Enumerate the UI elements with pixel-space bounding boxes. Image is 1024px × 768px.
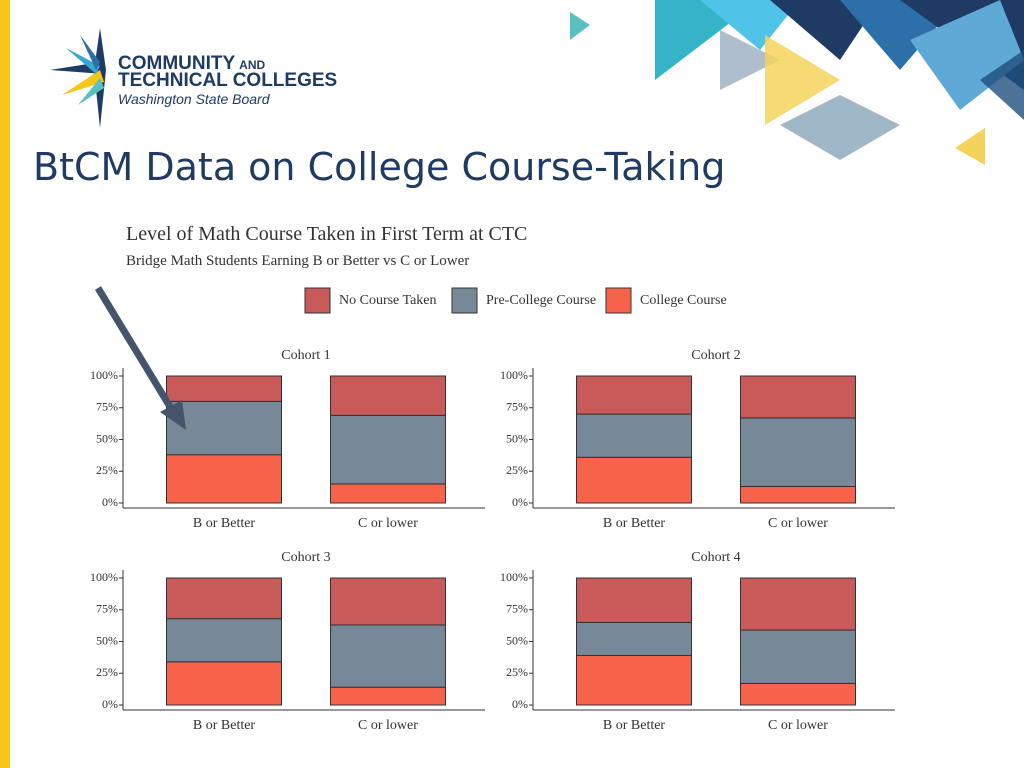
bar-segment <box>330 686 446 706</box>
side-stripe <box>0 0 10 768</box>
y-tick-label: 100% <box>500 570 528 584</box>
logo-text: AND <box>239 58 265 72</box>
logo: COMMUNITY AND TECHNICAL COLLEGES Washingt… <box>50 28 337 128</box>
bar-segment <box>330 624 446 688</box>
bar-segment <box>576 456 692 504</box>
legend-swatch <box>605 287 632 314</box>
y-tick-label: 25% <box>96 665 118 679</box>
panel-title: Cohort 2 <box>691 348 740 363</box>
y-tick-label: 100% <box>90 570 118 584</box>
bar-segment <box>166 375 282 402</box>
y-tick-label: 25% <box>96 463 118 477</box>
bar-segment <box>166 618 282 663</box>
bar-segment <box>330 375 446 416</box>
bar-segment <box>576 621 692 656</box>
logo-text: TECHNICAL COLLEGES <box>118 70 337 91</box>
x-tick-label: B or Better <box>603 516 666 531</box>
y-tick-label: 100% <box>500 368 528 382</box>
figure-subtitle: Bridge Math Students Earning B or Better… <box>126 253 469 269</box>
panel-title: Cohort 1 <box>281 348 330 363</box>
bar-segment <box>740 629 856 684</box>
legend: No Course Taken Pre-College Course College… <box>304 287 727 314</box>
y-tick-label: 0% <box>512 697 528 711</box>
x-tick-label: C or lower <box>358 718 418 733</box>
y-tick-label: 100% <box>90 368 118 382</box>
x-tick-label: B or Better <box>603 718 666 733</box>
y-tick-label: 75% <box>96 400 118 414</box>
y-tick-label: 0% <box>102 495 118 509</box>
y-tick-label: 75% <box>506 400 528 414</box>
x-tick-label: B or Better <box>193 718 256 733</box>
y-tick-label: 75% <box>506 602 528 616</box>
panel-title: Cohort 4 <box>691 550 740 565</box>
x-tick-label: C or lower <box>768 516 828 531</box>
decoration <box>570 0 1024 165</box>
legend-label: Pre-College Course <box>486 293 596 308</box>
legend-swatch <box>304 287 331 314</box>
bar-segment <box>740 417 856 487</box>
y-tick-label: 50% <box>506 633 528 647</box>
y-tick-label: 50% <box>96 633 118 647</box>
panel-title: Cohort 3 <box>281 550 330 565</box>
bar-segment <box>330 483 446 504</box>
y-tick-label: 25% <box>506 665 528 679</box>
bar-segment <box>576 375 692 415</box>
bar-segment <box>166 454 282 504</box>
legend-swatch <box>451 287 478 314</box>
x-tick-label: C or lower <box>358 516 418 531</box>
figure-title: Level of Math Course Taken in First Term… <box>126 223 527 245</box>
logo-text: Washington State Board <box>118 91 271 107</box>
x-tick-label: B or Better <box>193 516 256 531</box>
bar-segment <box>740 485 856 504</box>
y-tick-label: 75% <box>96 602 118 616</box>
bar-segment <box>576 413 692 458</box>
arrow <box>95 286 186 430</box>
logo-text: COMMUNITY <box>118 53 235 74</box>
legend-label: College Course <box>640 293 727 308</box>
bar-segment <box>166 577 282 620</box>
bar-segment <box>330 414 446 485</box>
bar-segment <box>740 682 856 706</box>
bar-segment <box>330 577 446 626</box>
bar-segment <box>166 400 282 456</box>
y-tick-label: 0% <box>512 495 528 509</box>
y-tick-label: 25% <box>506 463 528 477</box>
bar-segment <box>576 654 692 706</box>
bar-segment <box>740 375 856 419</box>
y-tick-label: 50% <box>506 431 528 445</box>
bar-segment <box>740 577 856 631</box>
y-tick-label: 50% <box>96 431 118 445</box>
slide-title: BtCM Data on College Course-Taking <box>33 145 725 189</box>
bar-segment <box>166 661 282 706</box>
bar-segment <box>576 577 692 623</box>
panels: Cohort 1 0% 25% 50% 75% 100% B or Better C or l… <box>90 348 895 733</box>
y-tick-label: 0% <box>102 697 118 711</box>
x-tick-label: C or lower <box>768 718 828 733</box>
legend-label: No Course Taken <box>339 293 437 308</box>
